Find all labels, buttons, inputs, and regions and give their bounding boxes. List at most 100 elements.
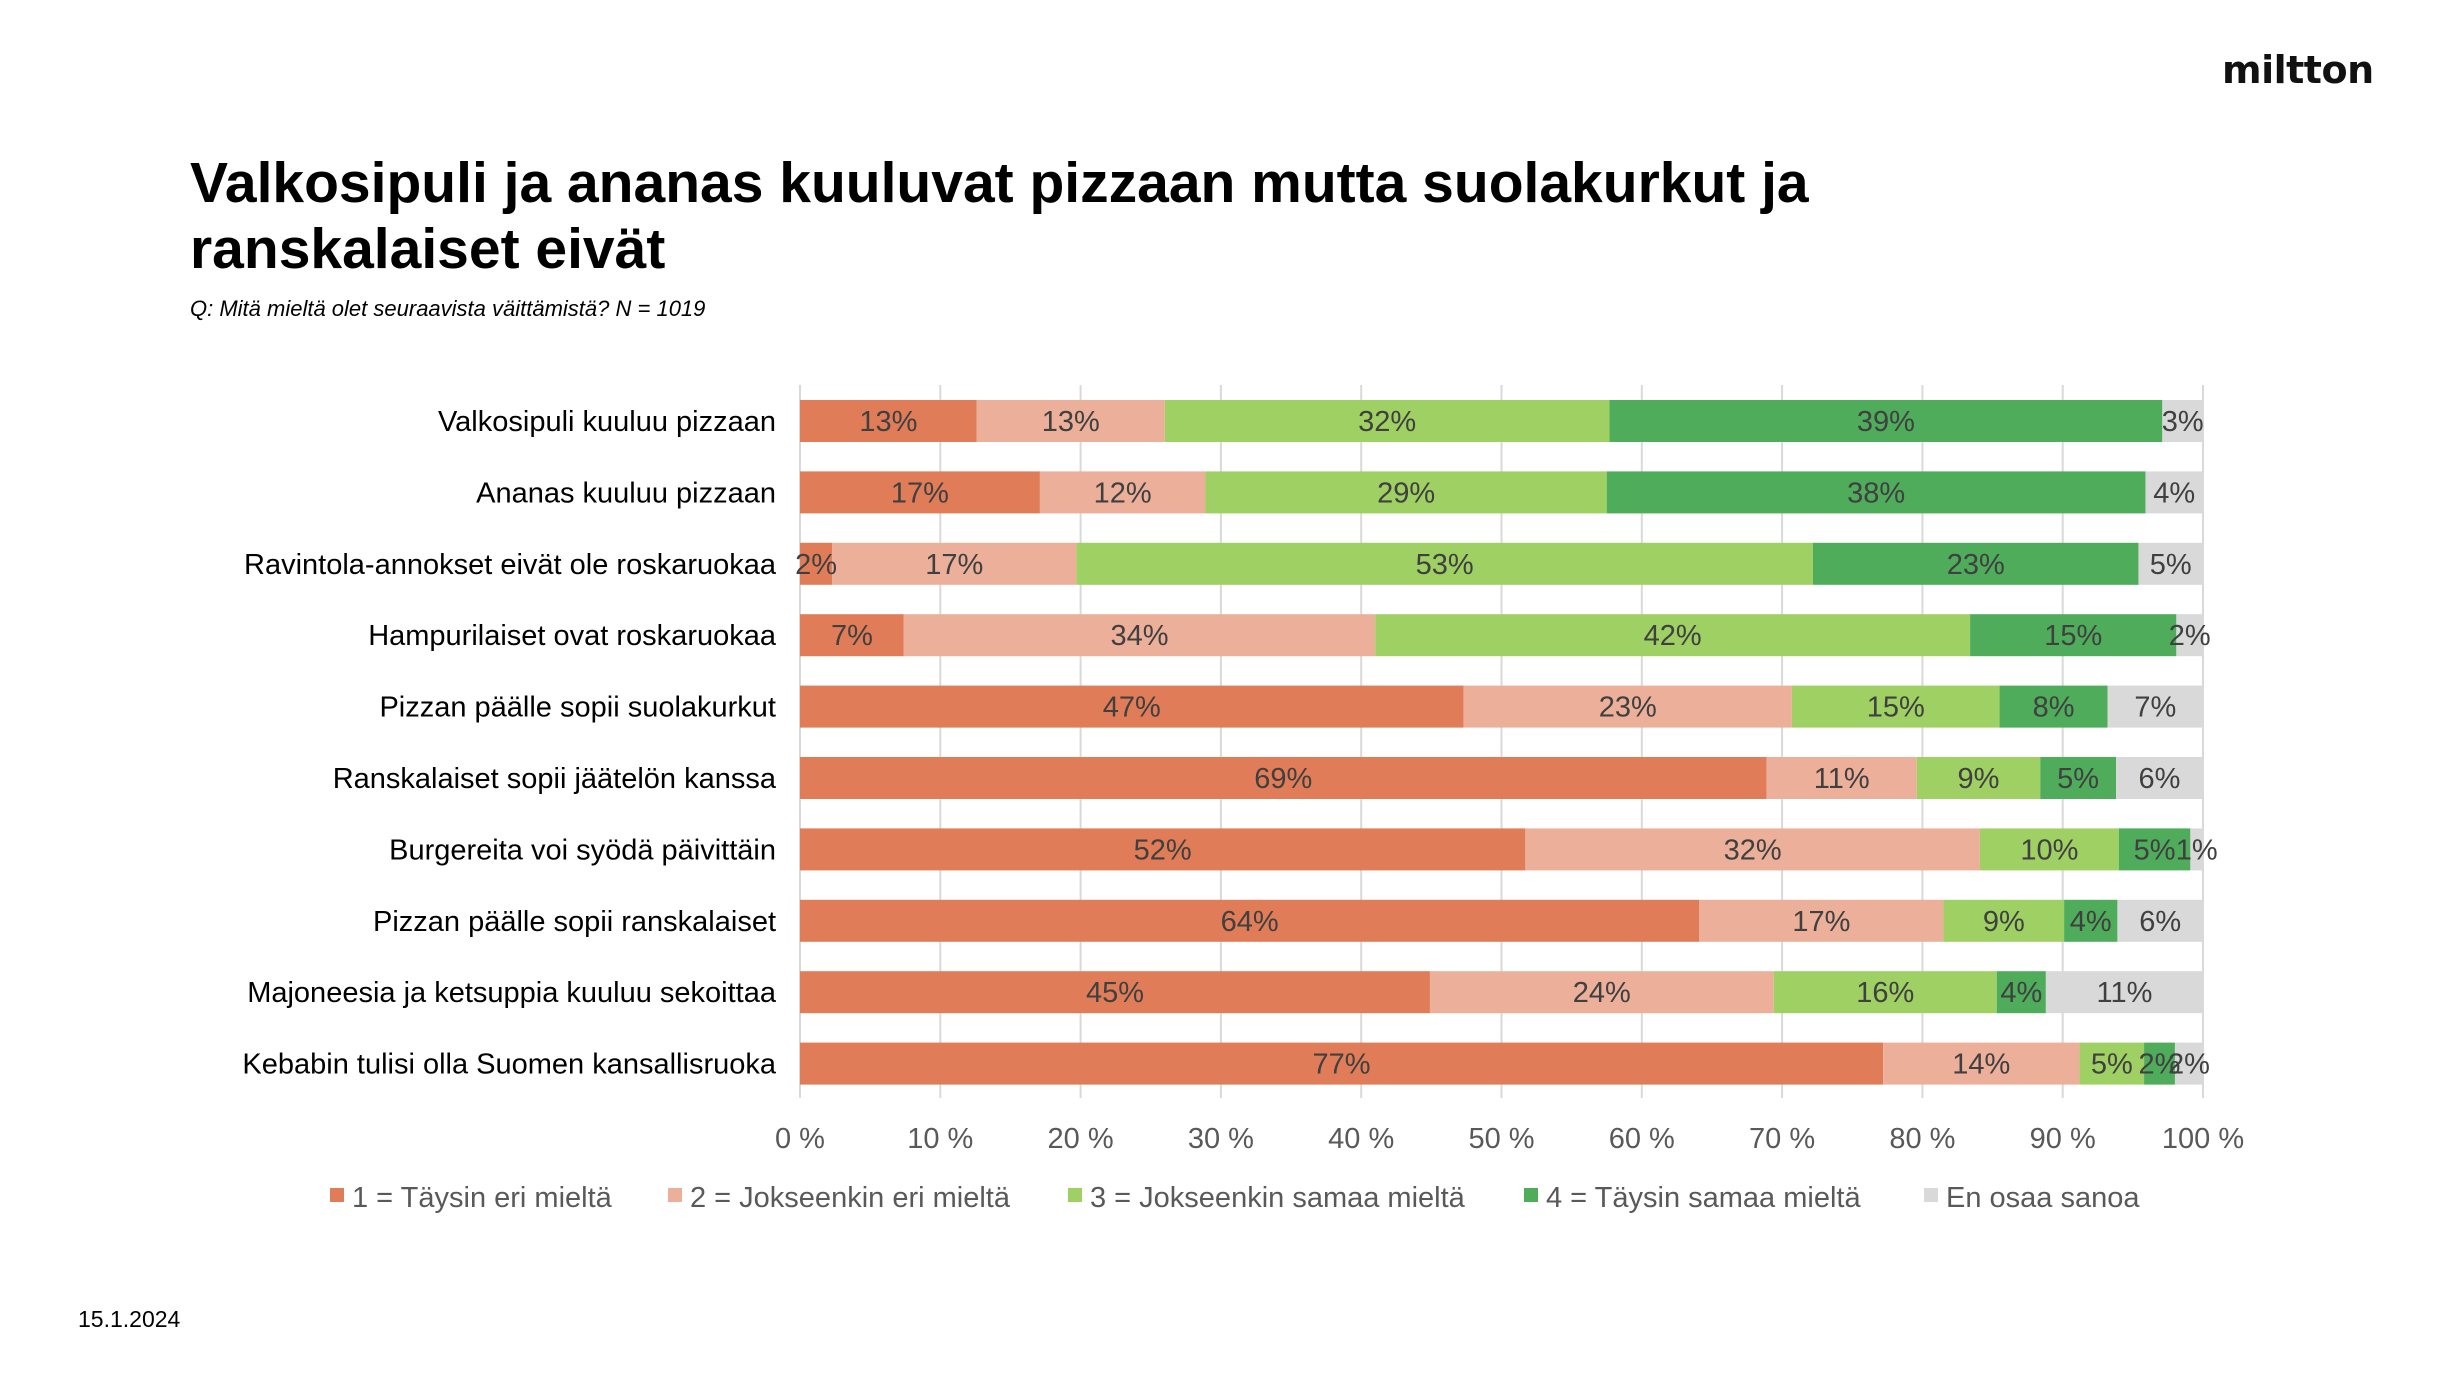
x-tick-label: 60 % xyxy=(1609,1123,1675,1155)
bar-segment xyxy=(2117,899,2203,942)
bar-segment xyxy=(800,971,1430,1014)
bar-row: 45% 24% 16% 4% 11% xyxy=(800,971,2203,1014)
data-label: 7% xyxy=(831,620,873,652)
bar-segment xyxy=(2162,400,2203,442)
legend-swatch xyxy=(1924,1188,1938,1202)
data-label: 42% xyxy=(1644,620,1702,652)
data-label: 32% xyxy=(1358,406,1416,438)
data-label: 1% xyxy=(2176,834,2218,866)
bar-segment xyxy=(2118,828,2191,871)
data-label: 5% xyxy=(2134,834,2176,866)
data-label: 23% xyxy=(1947,549,2005,581)
data-label: 12% xyxy=(1094,477,1152,509)
data-label: 17% xyxy=(1792,906,1850,938)
data-label: 2% xyxy=(2169,620,2211,652)
data-label: 15% xyxy=(1867,692,1925,724)
bar-segment xyxy=(1525,828,1980,871)
bar-segment xyxy=(1375,614,1971,657)
category-label: Burgereita voi syödä päivittäin xyxy=(389,834,776,866)
x-tick-label: 30 % xyxy=(1188,1123,1254,1155)
legend-label: 4 = Täysin samaa mieltä xyxy=(1546,1182,1861,1214)
legend-swatch xyxy=(330,1188,344,1202)
data-label: 5% xyxy=(2150,549,2192,581)
data-label: 2% xyxy=(795,549,837,581)
legend-item: 1 = Täysin eri mieltä xyxy=(330,1182,613,1214)
bar-row: 7% 34% 42% 15% 2% xyxy=(800,614,2211,657)
legend-item: 3 = Jokseenkin samaa mieltä xyxy=(1068,1182,1466,1214)
bar-segment xyxy=(800,757,1767,799)
legend-label: 3 = Jokseenkin samaa mieltä xyxy=(1090,1182,1466,1214)
bar-segment xyxy=(1609,400,2163,442)
bar-segment xyxy=(800,614,904,657)
bar-row: 64% 17% 9% 4% 6% xyxy=(800,899,2203,942)
data-label: 47% xyxy=(1103,692,1161,724)
x-tick-label: 70 % xyxy=(1749,1123,1815,1155)
bar-row: 47% 23% 15% 8% 7% xyxy=(800,685,2203,728)
data-label: 7% xyxy=(2134,692,2176,724)
data-label: 17% xyxy=(891,477,949,509)
legend-swatch xyxy=(668,1188,682,1202)
data-label: 16% xyxy=(1856,977,1914,1009)
bar-segment xyxy=(1766,757,1917,799)
bar-segment xyxy=(2107,685,2203,728)
bar-segment xyxy=(2079,1042,2145,1085)
miltton-logo: miltton xyxy=(2222,48,2374,92)
category-label: Ranskalaiset sopii jäätelön kanssa xyxy=(333,763,777,795)
data-label: 69% xyxy=(1254,763,1312,795)
bar-row: 17% 12% 29% 38% 4% xyxy=(800,471,2203,514)
bar-row: 2% 17% 53% 23% 5% xyxy=(795,542,2203,585)
bar-segment xyxy=(1943,899,2065,942)
data-label: 14% xyxy=(1952,1049,2010,1081)
bar-segment xyxy=(1773,971,1997,1014)
data-label: 11% xyxy=(1814,763,1870,795)
bar-segment xyxy=(2145,471,2203,514)
data-label: 29% xyxy=(1377,477,1435,509)
legend: 1 = Täysin eri mieltä 2 = Jokseenkin eri … xyxy=(330,1182,2140,1214)
data-label: 34% xyxy=(1111,620,1169,652)
bar-segment xyxy=(903,614,1376,657)
bar-segment xyxy=(1996,971,2046,1014)
bar-segment xyxy=(1916,757,2041,799)
bar-segment xyxy=(1463,685,1792,728)
data-label: 39% xyxy=(1857,406,1915,438)
survey-question: Q: Mitä mieltä olet seuraavista väittämi… xyxy=(190,296,706,321)
data-label: 52% xyxy=(1134,834,1192,866)
legend-label: 2 = Jokseenkin eri mieltä xyxy=(690,1182,1011,1214)
data-label: 13% xyxy=(1042,406,1100,438)
x-tick-label: 0 % xyxy=(775,1123,825,1155)
bar-segment xyxy=(1812,542,2139,585)
data-label: 11% xyxy=(2096,977,2152,1009)
legend-item: 2 = Jokseenkin eri mieltä xyxy=(668,1182,1011,1214)
bar-segment xyxy=(2138,542,2203,585)
bar-row: 69% 11% 9% 5% 6% xyxy=(800,757,2203,799)
data-label: 10% xyxy=(2020,834,2078,866)
data-label: 32% xyxy=(1724,834,1782,866)
category-label: Pizzan päälle sopii suolakurkut xyxy=(379,692,776,724)
page-title: Valkosipuli ja ananas kuuluvat pizzaan m… xyxy=(190,151,1809,281)
data-label: 9% xyxy=(1983,906,2025,938)
bar-segment xyxy=(800,471,1040,514)
data-label: 5% xyxy=(2057,763,2099,795)
bar-segment xyxy=(800,400,977,442)
bar-segment xyxy=(1429,971,1774,1014)
bar-segment xyxy=(2116,757,2203,799)
bar-segment xyxy=(2040,757,2117,799)
legend-item: En osaa sanoa xyxy=(1924,1182,2140,1214)
data-label: 15% xyxy=(2044,620,2102,652)
legend-swatch xyxy=(1524,1188,1538,1202)
bar-row: 13% 13% 32% 39% 3% xyxy=(800,400,2204,442)
bar-segment xyxy=(832,542,1077,585)
data-label: 5% xyxy=(2091,1049,2133,1081)
data-label: 53% xyxy=(1416,549,1474,581)
data-label: 4% xyxy=(2153,477,2195,509)
bar-segment xyxy=(2064,899,2118,942)
data-label: 23% xyxy=(1599,692,1657,724)
data-label: 64% xyxy=(1221,906,1279,938)
legend-item: 4 = Täysin samaa mieltä xyxy=(1524,1182,1861,1214)
bar-segment xyxy=(2174,1042,2203,1085)
bar-segment xyxy=(800,828,1526,871)
x-axis-ticks: 0 % 10 % 20 % 30 % 40 % 50 % 60 % 70 % 80 % 90 % 1… xyxy=(775,1123,2244,1155)
data-label: 45% xyxy=(1086,977,1144,1009)
data-label: 13% xyxy=(859,406,917,438)
